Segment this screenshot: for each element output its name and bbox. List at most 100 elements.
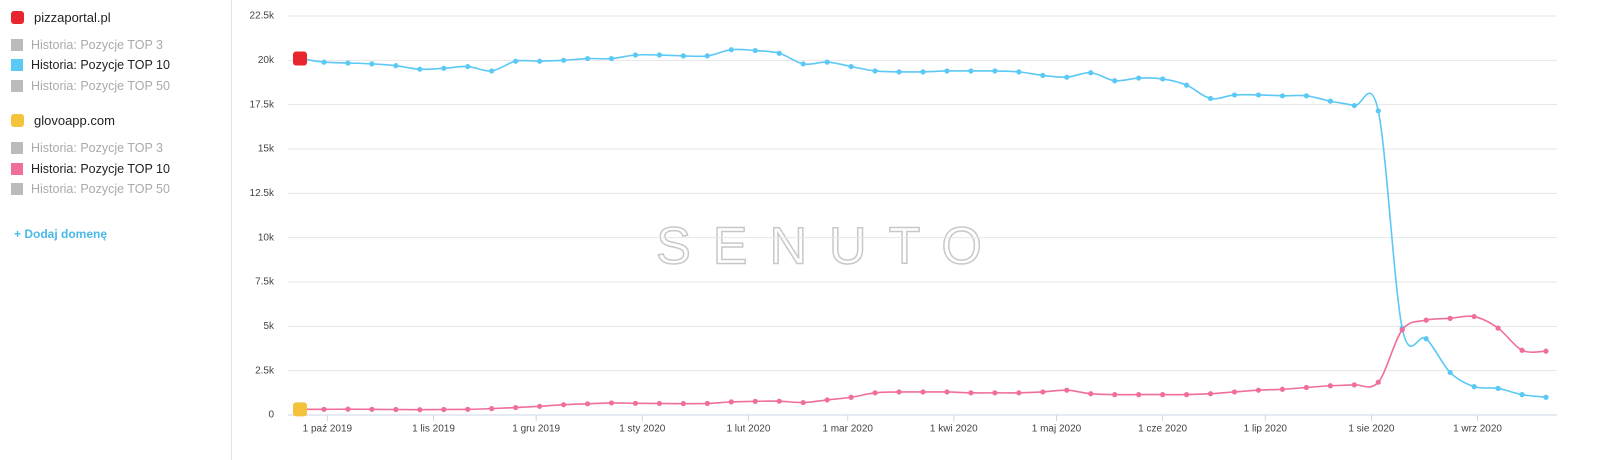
swatch [11,183,23,195]
series-line [299,315,1547,411]
point [489,68,495,74]
point [1160,392,1166,398]
swatch [11,59,23,71]
domain[interactable]: pizzaportal.pl [11,10,111,25]
point [1543,394,1549,400]
point [944,68,950,74]
point [776,398,782,404]
point [393,406,399,413]
point [800,61,806,67]
point [656,400,663,407]
metric[interactable]: Historia: Pozycje TOP 3 [11,141,163,155]
point [1016,390,1022,396]
point [584,401,591,407]
swatch [11,39,23,51]
point [393,63,399,69]
sidebar: pizzaportal.pl Historia: Pozycje TOP 3 H… [0,0,232,460]
x-tick-label: 1 sie 2020 [1348,424,1395,435]
x-tick-label: 1 maj 2020 [1032,424,1082,435]
point [800,399,806,406]
point [704,400,710,407]
series-icon [293,51,307,66]
point [1495,385,1501,391]
point [968,68,974,74]
point [441,406,447,413]
swatch [11,163,23,175]
y-tick-label: 15k [258,144,275,155]
point [1279,93,1286,99]
point [489,406,495,412]
metric[interactable]: Historia: Pozycje TOP 10 [11,58,170,72]
point [896,389,902,395]
y-tick-label: 0 [268,410,274,421]
point [1303,93,1309,99]
legend-label: Historia: Pozycje TOP 10 [31,162,170,176]
point [321,59,327,65]
point [728,399,734,405]
point [824,397,830,403]
point [1231,389,1238,395]
point [1279,386,1286,392]
domain-icon [11,114,24,127]
point [1088,391,1094,397]
domain-icon [11,11,24,24]
point [608,400,615,406]
point [321,406,327,412]
add-domain[interactable]: + Dodaj domenę [14,227,108,241]
metric[interactable]: Historia: Pozycje TOP 50 [11,79,170,93]
x-tick-label: 1 paź 2019 [303,424,353,435]
point [1207,391,1214,397]
point [465,63,471,70]
point [608,55,615,62]
point [1303,384,1309,391]
point [1255,92,1262,98]
point [1519,347,1525,353]
point [680,401,686,407]
point [944,389,950,395]
domain-name: glovoapp.com [34,113,115,128]
domain[interactable]: glovoapp.com [11,113,115,128]
point [465,406,471,412]
swatch [11,142,23,154]
point [369,61,375,67]
point [1519,392,1525,398]
point [920,69,926,75]
point [513,58,519,64]
point [1447,315,1453,321]
point [537,58,543,64]
point [1016,69,1022,75]
metric-label: Historia: Pozycje TOP 3 [31,38,164,52]
point [1255,387,1262,393]
point [1160,76,1166,82]
y-tick-label: 12.5k [250,188,275,199]
point [1136,392,1142,398]
point [704,53,710,59]
point [1064,74,1070,80]
point [920,389,926,395]
point [968,390,974,396]
metric[interactable]: Historia: Pozycje TOP 50 [11,182,170,196]
point [513,404,519,411]
point [417,66,423,72]
point [1183,392,1190,398]
point [632,400,639,406]
point [680,53,686,59]
point [752,47,758,54]
metric[interactable]: Historia: Pozycje TOP 10 [11,162,170,176]
point [1231,92,1238,98]
metric[interactable]: Historia: Pozycje TOP 3 [11,38,163,52]
legend-label: Historia: Pozycje TOP 10 [31,58,170,72]
point [1064,387,1070,393]
point [1375,379,1381,385]
point [1471,384,1477,390]
point [1183,82,1190,88]
series-icon [293,402,307,417]
point [345,406,351,412]
x-tick-label: 1 gru 2019 [512,424,560,435]
point [1327,98,1333,104]
point [537,403,543,409]
point [848,394,854,400]
y-tick-label: 5k [263,321,275,332]
watermark: SENUTO [656,218,1004,276]
